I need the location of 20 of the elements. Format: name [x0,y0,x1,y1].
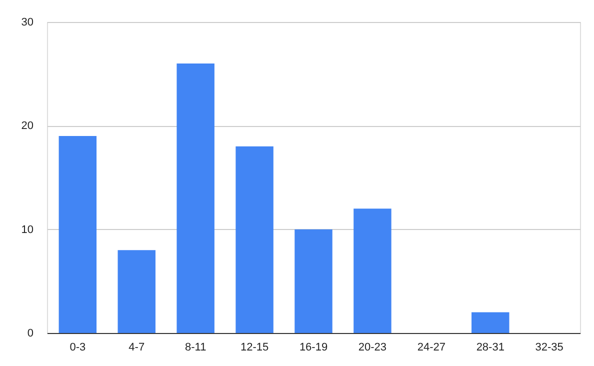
y-tick-label: 10 [21,224,34,236]
y-tick-label: 20 [21,120,34,132]
x-tick-label: 12-15 [240,342,269,354]
x-tick-label: 0-3 [70,342,86,354]
x-tick-label: 4-7 [128,342,145,354]
x-tick-label: 16-19 [299,342,328,354]
bar [294,229,332,333]
bar [236,146,274,333]
bar [354,208,392,333]
bar [118,250,156,333]
x-tick-label: 20-23 [358,342,387,354]
bar [58,136,97,333]
x-tick-label: 28-31 [476,342,504,354]
x-tick-label: 32-35 [535,342,564,354]
y-tick-label: 30 [21,16,34,28]
x-tick-label: 8-11 [184,342,206,354]
bar [472,312,510,333]
y-tick-label: 0 [27,328,34,340]
x-tick-label: 24-27 [417,342,446,354]
bar [176,63,214,333]
